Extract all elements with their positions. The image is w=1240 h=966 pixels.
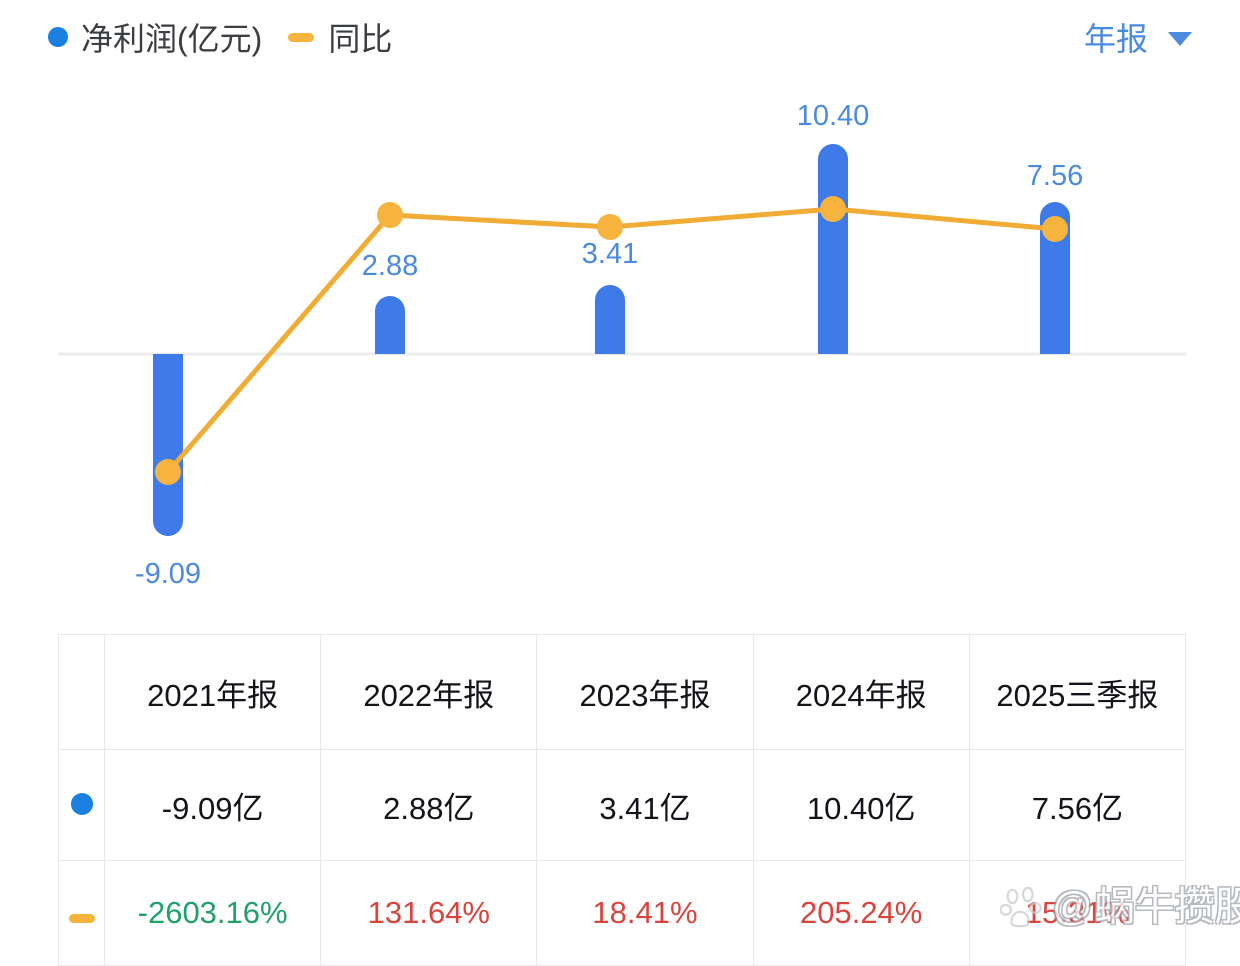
blue-dot-icon: [70, 793, 93, 815]
bar-2024-squarecap: [818, 334, 848, 354]
period-select-label: 年报: [1083, 21, 1148, 57]
row-marker-yoy: [57, 860, 106, 966]
yoy-2021: -2603.16%: [104, 860, 322, 966]
net-profit-2023: 3.41亿: [536, 749, 754, 861]
period-select-dropdown[interactable]: 年报: [1084, 14, 1192, 60]
table-header-corner: [57, 634, 106, 750]
bar-value-label-2023: 3.41: [581, 238, 639, 270]
financial-table: 2021年报 2022年报 2023年报 2024年报 2025三季报 -9.0…: [57, 634, 1187, 966]
net-profit-2024: 10.40亿: [752, 749, 970, 861]
profit-chart: -9.09 2.88 3.41 10.40 7.56: [0, 78, 1240, 618]
yoy-2022: 131.64%: [320, 860, 538, 966]
table-row-net-profit: -9.09亿 2.88亿 3.41亿 10.40亿 7.56亿: [57, 749, 1187, 861]
legend-item-net-profit[interactable]: 净利润(亿元): [48, 14, 262, 60]
orange-dash-icon: [288, 32, 315, 42]
yoy-point-2025q3[interactable]: [1042, 216, 1068, 242]
bar-2021[interactable]: [153, 354, 183, 536]
legend-label-yoy: 同比: [328, 21, 393, 57]
financial-table-wrapper: 2021年报 2022年报 2023年报 2024年报 2025三季报 -9.0…: [57, 634, 1187, 966]
net-profit-2021: -9.09亿: [104, 749, 322, 861]
table-header-row: 2021年报 2022年报 2023年报 2024年报 2025三季报: [57, 634, 1187, 750]
bar-value-label-2024: 10.40: [796, 100, 870, 132]
yoy-point-2023[interactable]: [597, 214, 623, 240]
table-header-2022: 2022年报: [320, 634, 538, 750]
net-profit-2022: 2.88亿: [320, 749, 538, 861]
legend-label-net-profit: 净利润(亿元): [81, 21, 263, 57]
bar-series: [153, 144, 1070, 536]
yoy-point-2022[interactable]: [377, 202, 403, 228]
yoy-2025q3: 15.31%: [968, 860, 1187, 966]
chevron-down-icon: [1168, 32, 1192, 46]
table-header-2025q3: 2025三季报: [968, 634, 1187, 750]
chart-canvas: [58, 144, 1186, 536]
legend-item-yoy[interactable]: 同比: [262, 14, 392, 60]
yoy-2023: 18.41%: [536, 860, 754, 966]
yoy-point-2021[interactable]: [155, 459, 181, 485]
bar-2025q3-squarecap: [1040, 334, 1070, 354]
bar-2022-squarecap: [375, 334, 405, 354]
table-header-2021: 2021年报: [104, 634, 322, 750]
bar-value-label-2022: 2.88: [361, 250, 419, 282]
bar-value-label-2025q3: 7.56: [1026, 160, 1084, 192]
blue-dot-icon: [48, 27, 68, 47]
yoy-point-2024[interactable]: [820, 196, 846, 222]
orange-dash-icon: [68, 914, 95, 923]
bar-2024[interactable]: [818, 144, 848, 354]
yoy-2024: 205.24%: [752, 860, 970, 966]
table-row-yoy: -2603.16% 131.64% 18.41% 205.24% 15.31%: [57, 860, 1187, 966]
net-profit-2025q3: 7.56亿: [968, 749, 1187, 861]
bar-2025q3[interactable]: [1040, 202, 1070, 354]
chart-header: 净利润(亿元) 同比 年报: [0, 0, 1240, 78]
table-header-2024: 2024年报: [752, 634, 970, 750]
row-marker-net-profit: [57, 749, 106, 861]
bar-2021-squarecap: [153, 354, 183, 374]
bar-value-label-2021: -9.09: [134, 558, 202, 590]
yoy-points: [155, 196, 1068, 485]
table-header-2023: 2023年报: [536, 634, 754, 750]
bar-2023-squarecap: [595, 334, 625, 354]
chart-legend: 净利润(亿元) 同比: [48, 14, 392, 60]
